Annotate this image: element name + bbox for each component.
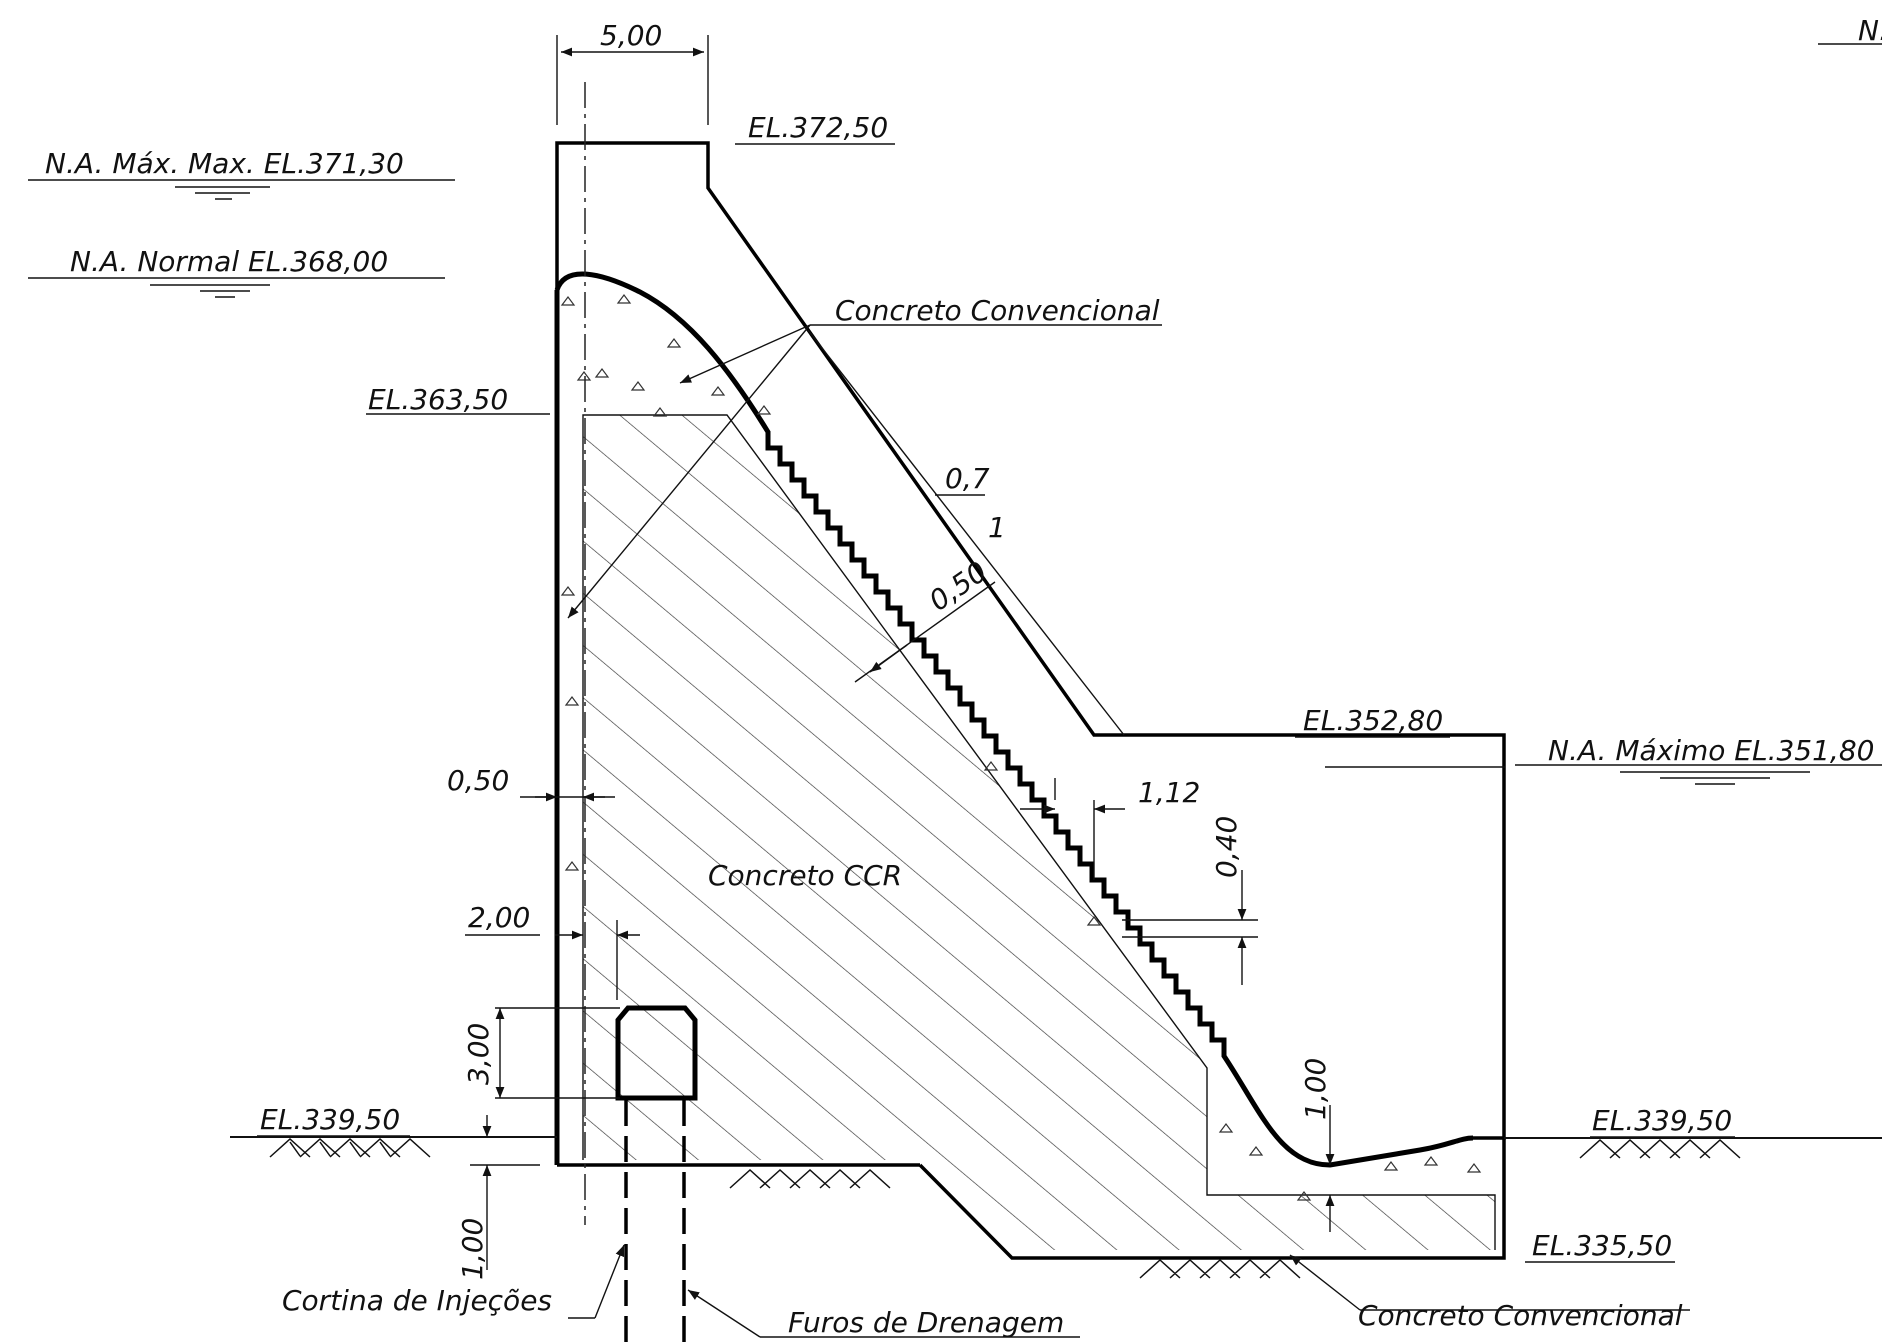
el-335-label: EL.335,50 xyxy=(1532,1229,1672,1262)
foundation-holes xyxy=(624,1100,686,1342)
na-maximo-label: N.A. Máximo EL.351,80 xyxy=(1548,734,1874,767)
ground-symbols xyxy=(269,1137,1741,1279)
inspection-gallery xyxy=(615,1005,698,1101)
el-352-label: EL.352,80 xyxy=(1303,704,1443,737)
water-level-marks xyxy=(28,43,1882,785)
base-depth-right-label: 1,00 xyxy=(1299,1058,1332,1120)
gallery-offset-label: 2,00 xyxy=(468,901,530,934)
step-height-label: 0,40 xyxy=(1210,816,1243,878)
edge-na-label: N. xyxy=(1858,14,1882,47)
na-normal-label: N.A. Normal EL.368,00 xyxy=(70,245,388,278)
na-max-max-label: N.A. Máx. Max. EL.371,30 xyxy=(45,147,404,180)
crest-width-label: 5,00 xyxy=(600,19,662,52)
ccr-core xyxy=(582,414,1496,1250)
concrete-conventional-bottom-label: Concreto Convencional xyxy=(1358,1299,1683,1332)
dimension-lines xyxy=(257,35,1735,1338)
grout-curtain-label: Cortina de Injeções xyxy=(282,1284,552,1317)
concrete-conventional-top-label: Concreto Convencional xyxy=(835,294,1160,327)
aggregate-marks xyxy=(560,294,1482,1201)
base-depth-left-label: 1,00 xyxy=(456,1218,489,1280)
dam-outline xyxy=(555,141,1506,1260)
drainage-holes-label: Furos de Drenagem xyxy=(788,1306,1064,1339)
slope-h-label: 0,7 xyxy=(945,462,990,495)
slope-v-label: 1 xyxy=(988,511,1006,544)
gallery-height-label: 3,00 xyxy=(462,1023,495,1085)
upstream-thickness-label: 0,50 xyxy=(447,764,509,797)
el-363-label: EL.363,50 xyxy=(368,383,508,416)
el-339-left-label: EL.339,50 xyxy=(260,1103,400,1136)
step-width-label: 1,12 xyxy=(1138,776,1200,809)
crest-elevation-label: EL.372,50 xyxy=(748,111,888,144)
ground-lines xyxy=(230,1136,1882,1139)
el-339-right-label: EL.339,50 xyxy=(1592,1104,1732,1137)
concrete-ccr-label: Concreto CCR xyxy=(708,859,902,892)
spillway-profile xyxy=(554,271,1474,1168)
